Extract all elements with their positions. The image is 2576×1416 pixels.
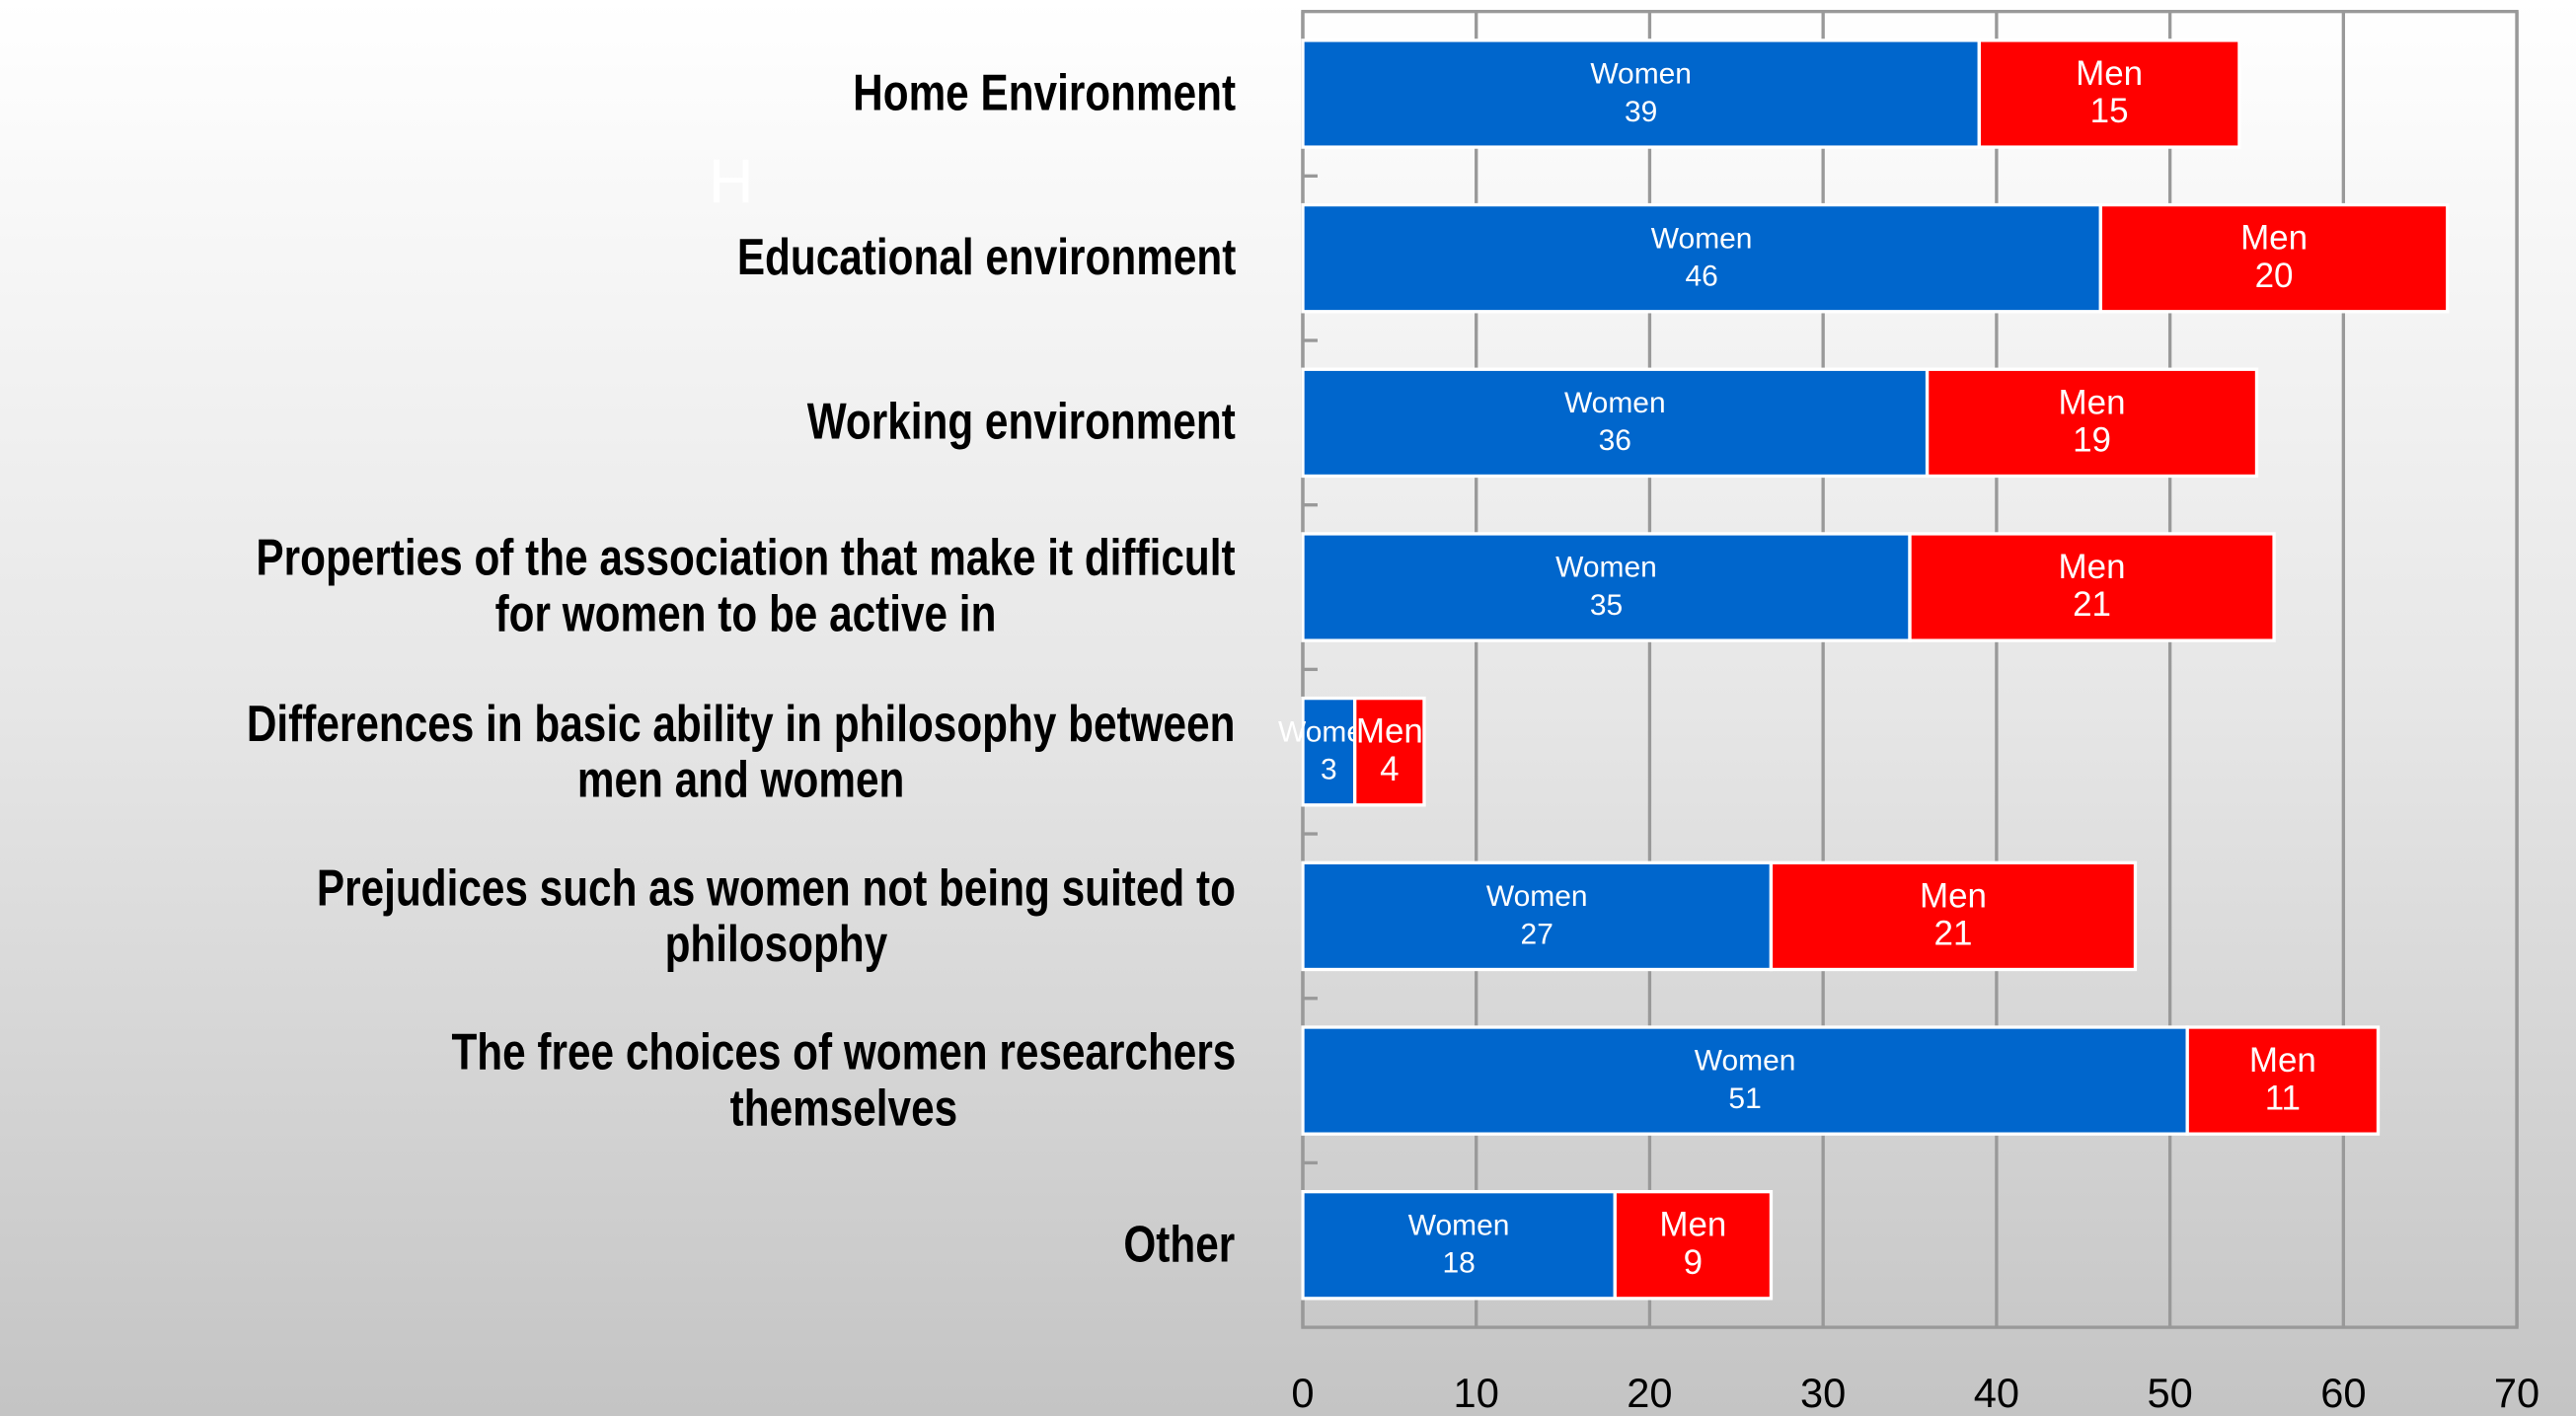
data-label-name: Women: [1651, 222, 1753, 255]
x-tick-label: 70: [2494, 1370, 2539, 1416]
data-label-name: Men: [2076, 54, 2143, 93]
annotation: H: [709, 147, 754, 216]
data-label-name: Women: [1564, 387, 1666, 419]
bar-segment: [1353, 696, 1426, 807]
data-label: 18: [1442, 1247, 1475, 1280]
data-label: 21: [1934, 915, 1973, 953]
x-tick-label: 10: [1454, 1370, 1499, 1416]
x-tick-label: 30: [1800, 1370, 1846, 1416]
x-tick-label: 60: [2320, 1370, 2366, 1416]
data-label: 35: [1590, 589, 1623, 622]
y-tick-label: Home Environment: [852, 64, 1236, 122]
data-label-name: Men: [2249, 1041, 2316, 1080]
y-tick-label: Prejudices such as women not being suite…: [316, 858, 1236, 972]
y-tick-label: The free choices of women researchers th…: [450, 1022, 1236, 1137]
data-label-name: Men: [1356, 712, 1423, 751]
x-tick-label: 40: [1974, 1370, 2019, 1416]
data-label: 9: [1684, 1243, 1703, 1282]
data-label: 21: [2073, 585, 2111, 624]
bar-segment: [2098, 202, 2450, 314]
data-label: 51: [1728, 1082, 1761, 1115]
bar-segment: [1977, 38, 2241, 149]
data-label-name: Men: [1920, 876, 1987, 915]
bar-segment: [1301, 38, 1981, 149]
data-label-name: Women: [1590, 58, 1692, 91]
data-label: 20: [2255, 257, 2294, 295]
bar-segment: [2185, 1025, 2381, 1136]
bar-segment: [1301, 860, 1774, 972]
data-label: 39: [1625, 96, 1657, 128]
bar-segment: [1301, 367, 1930, 479]
data-label: 36: [1599, 424, 1631, 457]
bar-segment: [1301, 532, 1912, 642]
x-tick-label: 50: [2147, 1370, 2192, 1416]
x-tick-label: 20: [1627, 1370, 1672, 1416]
data-label: 27: [1521, 918, 1553, 950]
data-label-name: Women: [1408, 1209, 1510, 1241]
data-label-name: Men: [2059, 548, 2126, 586]
y-tick-label: Other: [1123, 1215, 1236, 1274]
bar-segment: [1613, 1189, 1774, 1301]
bar-segment: [1925, 367, 2259, 479]
data-label: 46: [1685, 261, 1717, 293]
bar-segment: [1769, 860, 2138, 972]
bar-segment: [1301, 1025, 2189, 1136]
data-label: 4: [1380, 750, 1399, 788]
y-tick-label: Differences in basic ability in philosop…: [247, 694, 1236, 808]
y-tick-label: Properties of the association that make …: [256, 529, 1236, 643]
data-label-name: Women: [1555, 552, 1657, 584]
bar-segment: [1908, 532, 2276, 642]
data-label-name: Women: [1486, 880, 1588, 913]
y-tick-label: Working environment: [806, 393, 1236, 451]
data-label-name: Men: [2059, 383, 2126, 421]
data-label: 3: [1321, 754, 1337, 786]
data-label: 11: [2265, 1079, 2301, 1117]
data-label: 15: [2090, 92, 2129, 130]
data-label-name: Men: [2240, 219, 2308, 258]
bar-segment: [1301, 202, 2102, 314]
bar-segment: [1301, 1189, 1617, 1301]
bar-segment: [1301, 696, 1357, 807]
data-label: 19: [2073, 421, 2111, 460]
data-label-name: Women: [1695, 1045, 1796, 1078]
data-label-name: Men: [1659, 1206, 1726, 1244]
y-tick-label: Educational environment: [736, 228, 1236, 286]
x-tick-label: 0: [1291, 1370, 1314, 1416]
